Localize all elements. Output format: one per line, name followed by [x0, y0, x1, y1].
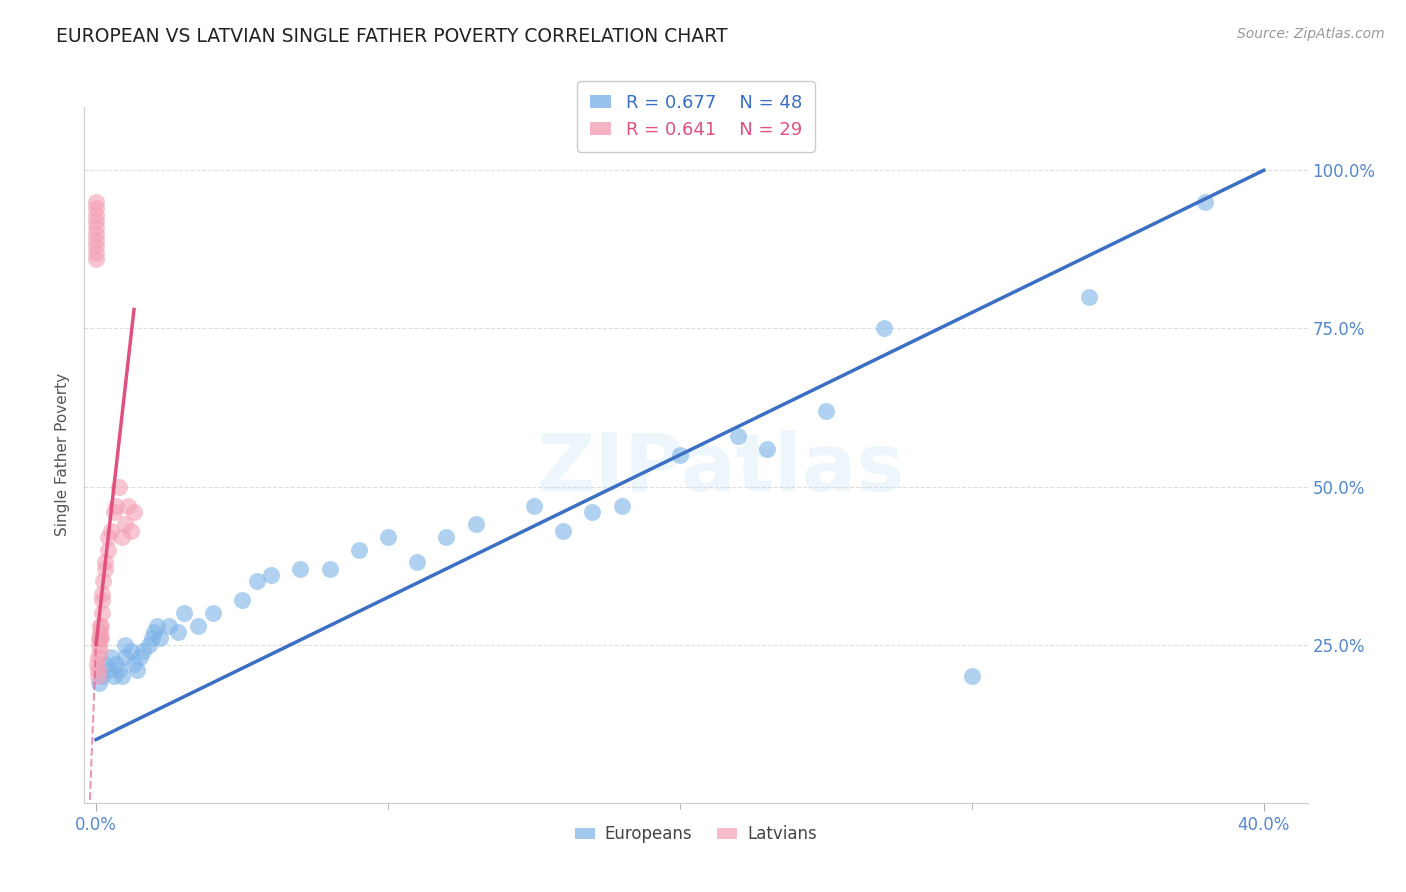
Point	[111, 669, 134, 683]
Point	[873, 321, 896, 335]
Point	[89, 644, 111, 658]
Point	[128, 650, 150, 665]
Point	[89, 618, 111, 632]
Point	[117, 499, 139, 513]
Text: Source: ZipAtlas.com: Source: ZipAtlas.com	[1237, 27, 1385, 41]
Point	[84, 208, 107, 222]
Point	[756, 442, 779, 456]
Point	[347, 542, 370, 557]
Point	[157, 618, 180, 632]
Point	[100, 524, 122, 538]
Point	[87, 663, 110, 677]
Point	[122, 505, 145, 519]
Legend: R = 0.677    N = 48, R = 0.641    N = 29: R = 0.677 N = 48, R = 0.641 N = 29	[576, 81, 815, 152]
Point	[231, 593, 253, 607]
Point	[173, 606, 195, 620]
Point	[108, 663, 131, 677]
Point	[187, 618, 209, 632]
Point	[122, 657, 145, 671]
Point	[318, 562, 340, 576]
Point	[1194, 194, 1216, 209]
Point	[1077, 290, 1099, 304]
Point	[84, 194, 107, 209]
Point	[727, 429, 749, 443]
Point	[120, 524, 142, 538]
Point	[87, 675, 110, 690]
Point	[87, 632, 110, 646]
Point	[97, 663, 120, 677]
Point	[120, 644, 142, 658]
Point	[201, 606, 224, 620]
Point	[90, 669, 112, 683]
Point	[86, 657, 108, 671]
Point	[84, 201, 107, 215]
Point	[87, 650, 110, 665]
Point	[246, 574, 269, 589]
Point	[103, 505, 125, 519]
Point	[84, 239, 107, 253]
Point	[90, 618, 112, 632]
Point	[89, 638, 111, 652]
Point	[84, 227, 107, 241]
Text: ZIPatlas: ZIPatlas	[536, 430, 904, 508]
Point	[581, 505, 603, 519]
Point	[97, 530, 120, 544]
Point	[138, 638, 160, 652]
Point	[260, 568, 283, 582]
Point	[84, 220, 107, 235]
Point	[94, 562, 117, 576]
Y-axis label: Single Father Poverty: Single Father Poverty	[55, 374, 70, 536]
Point	[91, 574, 114, 589]
Point	[814, 403, 837, 417]
Text: EUROPEAN VS LATVIAN SINGLE FATHER POVERTY CORRELATION CHART: EUROPEAN VS LATVIAN SINGLE FATHER POVERT…	[56, 27, 728, 45]
Point	[84, 233, 107, 247]
Point	[464, 517, 486, 532]
Point	[84, 214, 107, 228]
Point	[97, 542, 120, 557]
Point	[669, 448, 692, 462]
Point	[132, 644, 155, 658]
Point	[149, 632, 172, 646]
Point	[377, 530, 399, 544]
Point	[146, 618, 169, 632]
Point	[105, 499, 128, 513]
Point	[94, 556, 117, 570]
Point	[114, 517, 136, 532]
Point	[125, 663, 148, 677]
Point	[108, 479, 131, 493]
Point	[553, 524, 575, 538]
Point	[84, 245, 107, 260]
Point	[90, 606, 112, 620]
Point	[103, 669, 125, 683]
Point	[94, 657, 117, 671]
Point	[90, 593, 112, 607]
Point	[87, 669, 110, 683]
Point	[114, 650, 136, 665]
Point	[89, 625, 111, 640]
Point	[166, 625, 188, 640]
Point	[406, 556, 429, 570]
Point	[143, 625, 166, 640]
Point	[90, 632, 112, 646]
Point	[89, 632, 111, 646]
Point	[523, 499, 546, 513]
Point	[141, 632, 163, 646]
Point	[84, 252, 107, 266]
Point	[100, 650, 122, 665]
Point	[290, 562, 312, 576]
Point	[960, 669, 983, 683]
Point	[105, 657, 128, 671]
Point	[434, 530, 457, 544]
Point	[91, 587, 114, 601]
Point	[610, 499, 633, 513]
Point	[114, 638, 136, 652]
Point	[111, 530, 134, 544]
